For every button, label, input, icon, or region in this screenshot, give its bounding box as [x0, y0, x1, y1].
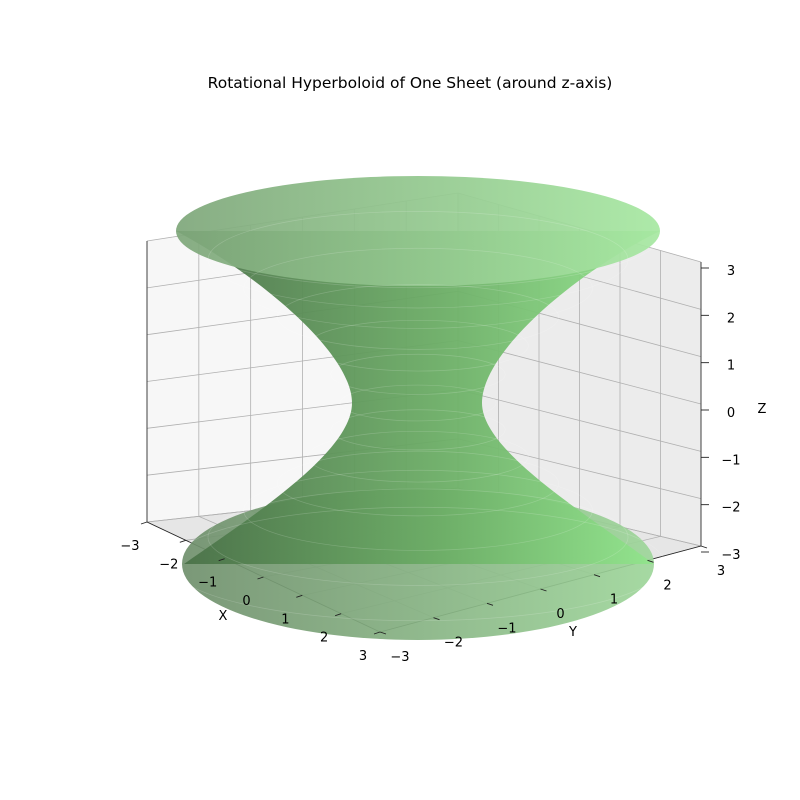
y-tick-label: 3 [717, 564, 725, 579]
mesh-ring [307, 319, 529, 372]
x-tick [373, 631, 381, 635]
x-tick-label: −2 [159, 557, 178, 572]
y-tick-label: 2 [663, 578, 671, 593]
x-tick [140, 521, 148, 525]
z-tick-label: 0 [727, 406, 735, 421]
y-tick-label: −2 [444, 636, 463, 651]
mesh-ring [330, 409, 506, 451]
y-tick [486, 602, 494, 606]
y-tick [540, 588, 547, 592]
z-tick-label: −3 [721, 548, 740, 563]
x-tick [218, 558, 225, 562]
z-tick-label: −2 [721, 501, 740, 516]
z-tick-label: 3 [727, 264, 735, 279]
mesh-ring [307, 430, 529, 483]
x-tick [179, 539, 186, 543]
x-tick-label: 1 [281, 612, 289, 627]
y-tick-label: 1 [610, 593, 618, 608]
axis-ticks [140, 267, 709, 635]
x-axis-label: X [219, 609, 228, 624]
z-tick-label: 1 [727, 359, 735, 374]
x-tick [257, 576, 264, 580]
x-tick-label: −1 [198, 576, 217, 591]
y-tick-label: −1 [497, 621, 516, 636]
x-tick-label: −3 [120, 539, 139, 554]
y-tick-label: −3 [390, 650, 409, 665]
surface-body [176, 231, 660, 564]
mesh-ring [207, 488, 629, 586]
chart-title: Rotational Hyperboloid of One Sheet (aro… [208, 74, 613, 92]
mesh-ring [339, 384, 497, 422]
mesh-ring [243, 247, 593, 329]
mesh-ring [170, 173, 666, 289]
z-tick-label: −1 [721, 453, 740, 468]
y-tick [700, 545, 708, 549]
mesh-ring [277, 284, 559, 350]
z-tick-label: 2 [727, 311, 735, 326]
x-tick [335, 613, 342, 617]
y-tick [433, 617, 440, 621]
hyperboloid-surface [170, 173, 666, 640]
mesh-ring [207, 211, 629, 309]
surface-mesh [170, 173, 666, 622]
surface-top-rim [176, 176, 660, 286]
x-tick-label: 2 [320, 631, 328, 646]
mesh-ring [170, 506, 666, 622]
y-tick [593, 574, 601, 578]
z-axis-label: Z [758, 402, 767, 417]
y-axis-label: Y [568, 625, 577, 640]
x-tick [296, 594, 303, 598]
mesh-ring [243, 469, 593, 551]
mesh-ring [277, 450, 559, 517]
y-tick-label: 0 [556, 607, 564, 622]
x-tick-label: 0 [242, 594, 250, 609]
y-tick [647, 559, 654, 563]
y-tick [379, 631, 387, 635]
mesh-ring [330, 353, 506, 395]
x-tick-label: 3 [359, 649, 367, 664]
